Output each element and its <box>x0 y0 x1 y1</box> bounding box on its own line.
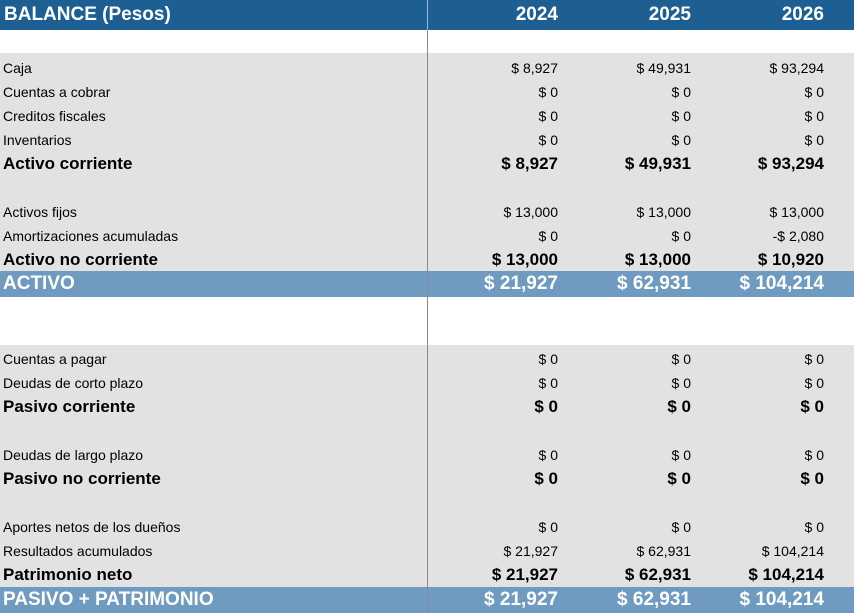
cell-2024: $ 0 <box>538 375 558 391</box>
row-label: Activo no corriente <box>3 250 158 269</box>
cell-2024: $ 21,927 <box>491 565 558 584</box>
balance-title: BALANCE (Pesos) <box>4 4 171 25</box>
cell-2026: $ 0 <box>800 469 824 488</box>
cell-2026: -$ 2,080 <box>772 228 824 244</box>
cell-2025: $ 0 <box>671 375 691 391</box>
row-label: PASIVO + PATRIMONIO <box>3 589 214 610</box>
row-label: Deudas de corto plazo <box>3 375 144 391</box>
cell-2024: $ 0 <box>538 351 558 367</box>
cell-2026: $ 10,920 <box>757 250 824 269</box>
cell-2026: $ 93,294 <box>757 154 824 173</box>
cell-2024: $ 21,927 <box>484 589 558 610</box>
row-label: Caja <box>3 60 32 76</box>
row-label: Pasivo corriente <box>3 397 136 416</box>
cell-2025: $ 49,931 <box>624 154 691 173</box>
cell-2026: $ 0 <box>804 132 824 148</box>
row-label: Patrimonio neto <box>3 565 133 584</box>
cell-2026: $ 13,000 <box>769 204 825 220</box>
cell-2025: $ 0 <box>667 469 691 488</box>
cell-2026: $ 104,214 <box>739 273 824 294</box>
cell-2024: $ 13,000 <box>491 250 558 269</box>
cell-2024: $ 0 <box>534 469 558 488</box>
cell-2024: $ 0 <box>538 519 558 535</box>
cell-2026: $ 93,294 <box>769 60 825 76</box>
cell-2026: $ 0 <box>804 84 824 100</box>
cell-2025: $ 13,000 <box>636 204 692 220</box>
cell-2026: $ 0 <box>804 351 824 367</box>
cell-2026: $ 0 <box>800 397 824 416</box>
cell-2025: $ 0 <box>671 108 691 124</box>
cell-2025: $ 0 <box>671 132 691 148</box>
cell-2024: $ 0 <box>538 228 558 244</box>
cell-2025: $ 0 <box>671 84 691 100</box>
cell-2024: $ 8,927 <box>501 154 558 173</box>
row-label: Pasivo no corriente <box>3 469 161 488</box>
cell-2026: $ 104,214 <box>748 565 824 584</box>
cell-2026: $ 0 <box>804 447 824 463</box>
year-2024-header: 2024 <box>515 4 558 25</box>
row-label: Cuentas a cobrar <box>3 84 111 100</box>
cell-2025: $ 62,931 <box>617 589 691 610</box>
row-label: Activos fijos <box>3 204 77 220</box>
cell-2026: $ 104,214 <box>739 589 824 610</box>
cell-2025: $ 0 <box>667 397 691 416</box>
cell-2024: $ 8,927 <box>511 60 558 76</box>
year-2025-header: 2025 <box>648 4 691 25</box>
cell-2024: $ 0 <box>534 397 558 416</box>
cell-2024: $ 21,927 <box>484 273 558 294</box>
cell-2025: $ 0 <box>671 228 691 244</box>
cell-2024: $ 13,000 <box>503 204 559 220</box>
cell-2024: $ 0 <box>538 447 558 463</box>
cell-2025: $ 62,931 <box>636 543 692 559</box>
cell-2025: $ 62,931 <box>624 565 691 584</box>
cell-2026: $ 0 <box>804 519 824 535</box>
header-column-divider <box>427 0 428 30</box>
cell-2025: $ 62,931 <box>617 273 691 294</box>
cell-2024: $ 0 <box>538 84 558 100</box>
cell-2025: $ 13,000 <box>624 250 691 269</box>
cell-2025: $ 0 <box>671 447 691 463</box>
column-divider <box>427 0 428 613</box>
row-label: Inventarios <box>3 132 72 148</box>
cell-2025: $ 0 <box>671 351 691 367</box>
cell-2025: $ 0 <box>671 519 691 535</box>
cell-2024: $ 21,927 <box>503 543 559 559</box>
row-label: Creditos fiscales <box>3 108 106 124</box>
cell-2024: $ 0 <box>538 132 558 148</box>
row-label: Deudas de largo plazo <box>3 447 144 463</box>
year-2026-header: 2026 <box>781 4 824 25</box>
row-label: ACTIVO <box>3 273 75 294</box>
cell-2025: $ 49,931 <box>636 60 692 76</box>
cell-2026: $ 0 <box>804 108 824 124</box>
cell-2024: $ 0 <box>538 108 558 124</box>
cell-2026: $ 104,214 <box>761 543 824 559</box>
row-label: Activo corriente <box>3 154 133 173</box>
row-label: Cuentas a pagar <box>3 351 107 367</box>
row-label: Resultados acumulados <box>3 543 153 559</box>
cell-2026: $ 0 <box>804 375 824 391</box>
row-label: Aportes netos de los dueños <box>3 519 181 535</box>
row-label: Amortizaciones acumuladas <box>3 228 179 244</box>
